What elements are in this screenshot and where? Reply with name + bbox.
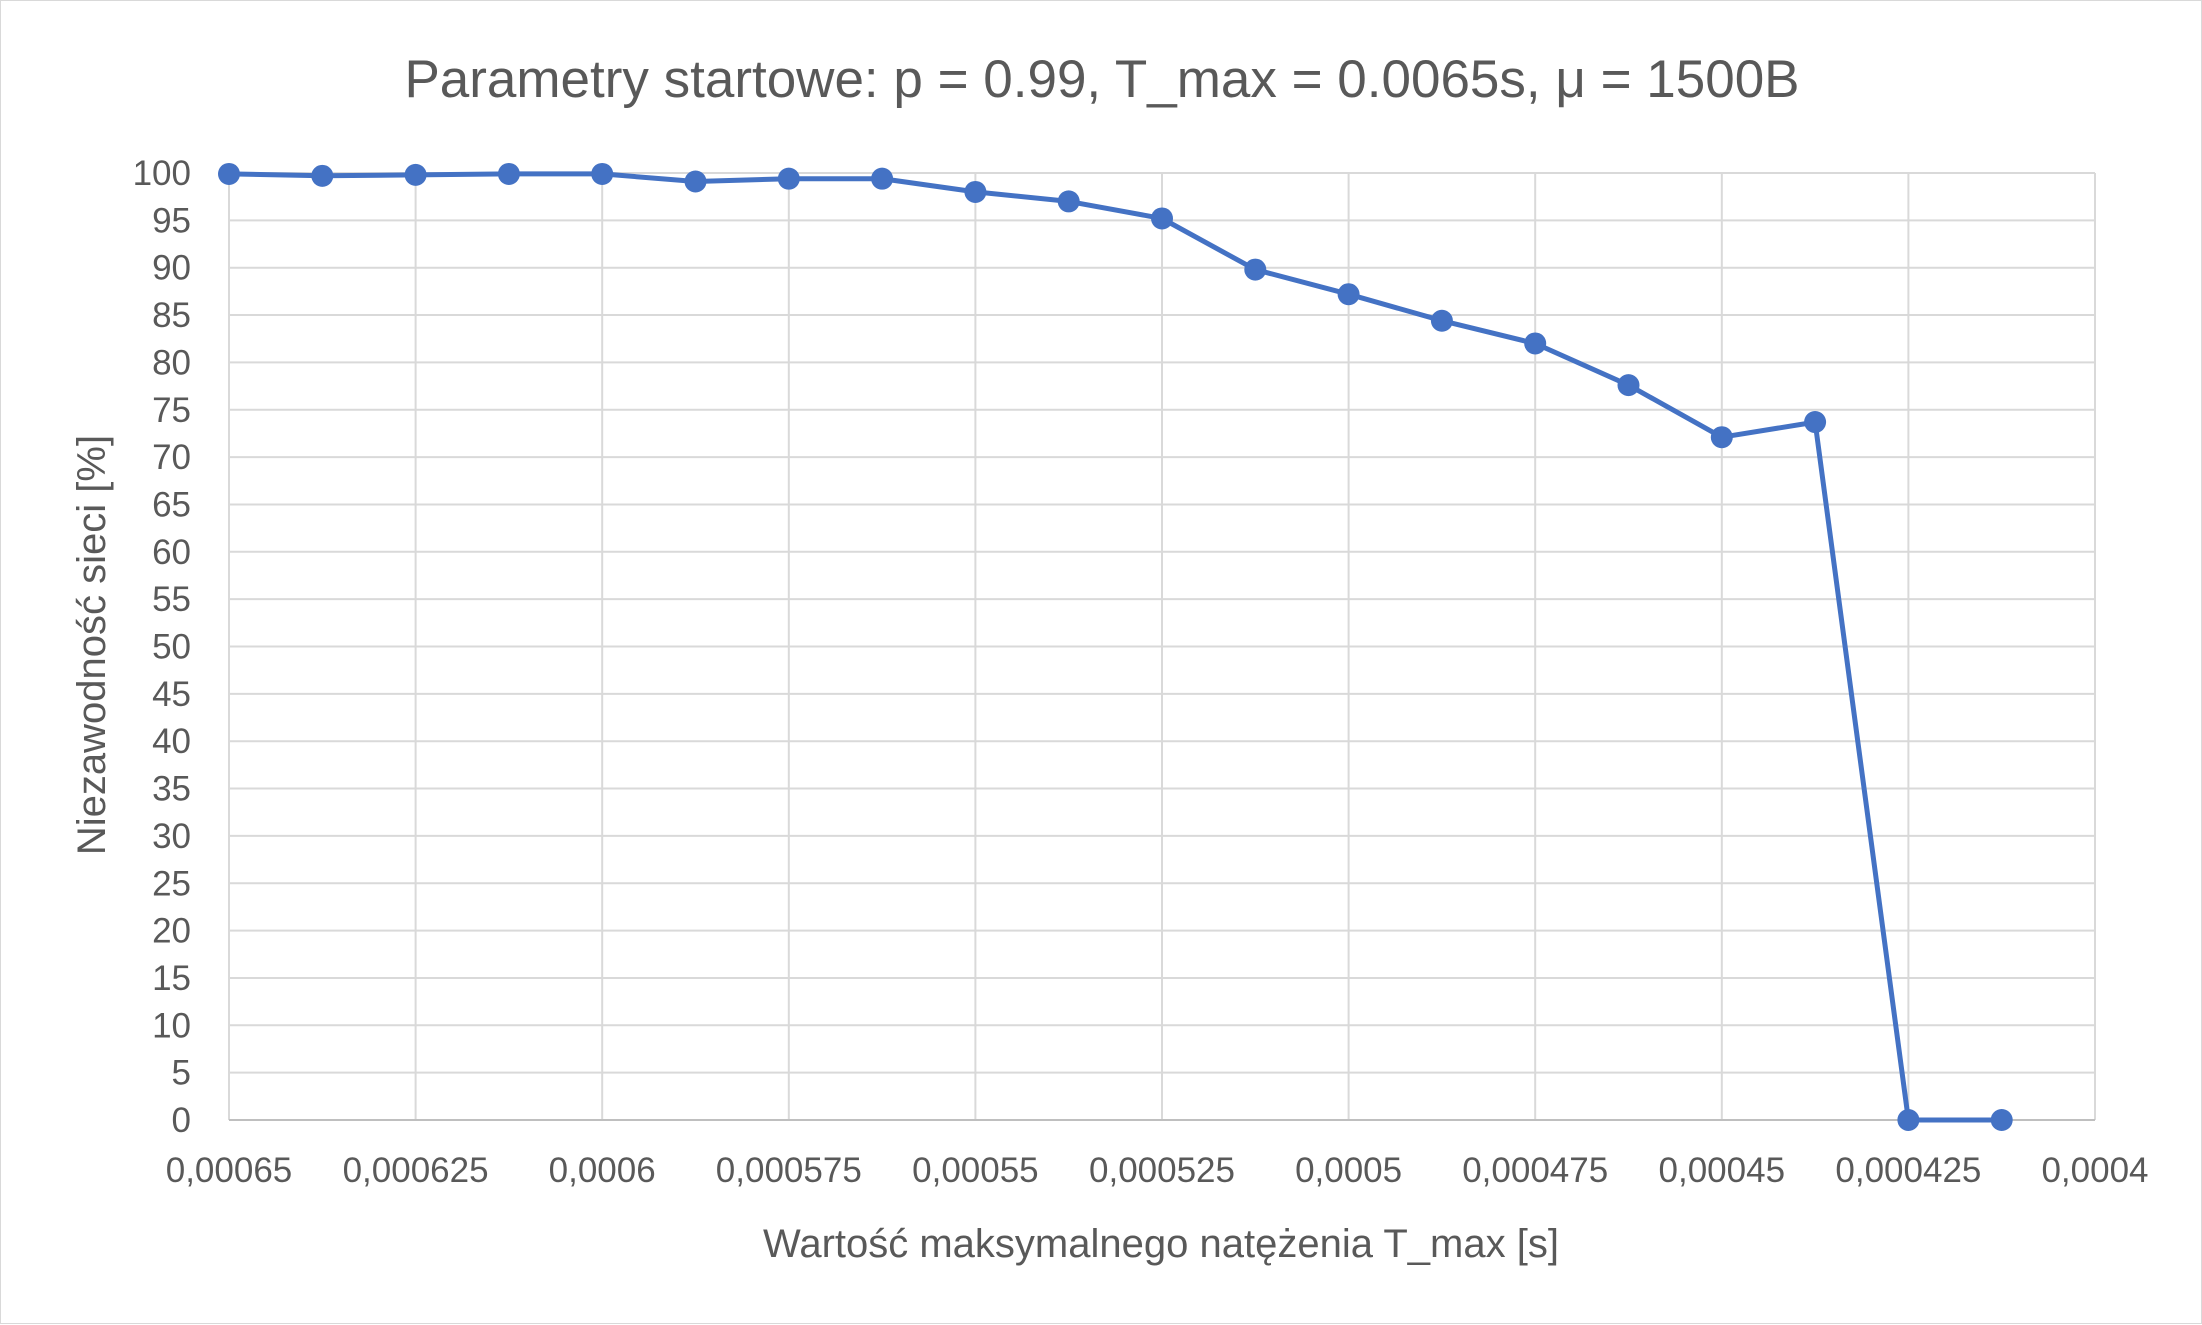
data-point <box>1244 258 1267 281</box>
y-tick-label: 50 <box>152 628 191 667</box>
data-point <box>964 180 987 203</box>
x-tick-label: 0,00065 <box>166 1151 293 1190</box>
data-point <box>871 167 894 190</box>
chart-title: Parametry startowe: p = 0.99, T_max = 0.… <box>404 50 1799 109</box>
data-point <box>777 167 800 190</box>
y-tick-label: 5 <box>172 1054 191 1093</box>
data-point <box>1804 411 1827 434</box>
y-tick-label: 95 <box>152 201 191 240</box>
x-tick-label: 0,0006 <box>549 1151 656 1190</box>
series-line <box>226 171 2005 1123</box>
x-tick-label: 0,00045 <box>1659 1151 1786 1190</box>
x-tick-label: 0,0004 <box>2041 1151 2148 1190</box>
y-tick-label: 85 <box>152 296 191 335</box>
data-point <box>497 162 520 185</box>
x-tick-label: 0,000525 <box>1089 1151 1235 1190</box>
x-axis-title: Wartość maksymalnego natężenia T_max [s] <box>763 1222 1559 1266</box>
y-axis-title: Niezawodność sieci [%] <box>70 435 114 855</box>
y-tick-label: 65 <box>152 485 191 524</box>
y-tick-label: 100 <box>133 154 191 193</box>
data-point <box>404 163 427 186</box>
y-tick-label: 20 <box>152 912 191 951</box>
data-point <box>1524 332 1547 355</box>
x-tick-label: 0,00055 <box>912 1151 1039 1190</box>
x-tick-label: 0,000625 <box>343 1151 489 1190</box>
data-point <box>1430 309 1453 332</box>
data-point <box>591 162 614 185</box>
y-tick-label: 55 <box>152 580 191 619</box>
y-tick-label: 0 <box>172 1101 191 1140</box>
x-tick-label: 0,000475 <box>1462 1151 1608 1190</box>
y-axis-tick-labels: 0 5 10 15 20 25 30 35 40 45 50 55 60 65 70 75 80 85 90 95 10… <box>133 154 191 1140</box>
y-tick-label: 30 <box>152 817 191 856</box>
x-tick-label: 0,000575 <box>716 1151 862 1190</box>
y-tick-label: 45 <box>152 675 191 714</box>
data-point <box>1617 374 1640 397</box>
x-tick-label: 0,000425 <box>1835 1151 1981 1190</box>
y-tick-label: 60 <box>152 533 191 572</box>
data-point <box>218 162 240 185</box>
data-point <box>1337 283 1360 306</box>
data-point <box>311 164 334 187</box>
y-tick-label: 25 <box>152 864 191 903</box>
data-point <box>1057 190 1080 213</box>
y-tick-label: 80 <box>152 343 191 382</box>
y-tick-label: 40 <box>152 722 191 761</box>
y-tick-label: 10 <box>152 1006 191 1045</box>
y-tick-label: 35 <box>152 770 191 809</box>
y-tick-label: 70 <box>152 438 191 477</box>
data-point <box>1897 1109 1920 1131</box>
gridlines <box>228 172 2096 1120</box>
data-point <box>1710 426 1733 449</box>
data-point <box>1151 207 1173 230</box>
data-point <box>1990 1109 2013 1131</box>
x-axis-tick-labels: 0,00065 0,000625 0,0006 0,000575 0,00055 0,00… <box>166 1151 2149 1190</box>
data-series <box>218 162 2013 1131</box>
y-tick-label: 15 <box>152 959 191 998</box>
y-tick-label: 75 <box>152 391 191 430</box>
data-point <box>684 170 707 193</box>
y-tick-label: 90 <box>152 249 191 288</box>
x-tick-label: 0,0005 <box>1295 1151 1402 1190</box>
